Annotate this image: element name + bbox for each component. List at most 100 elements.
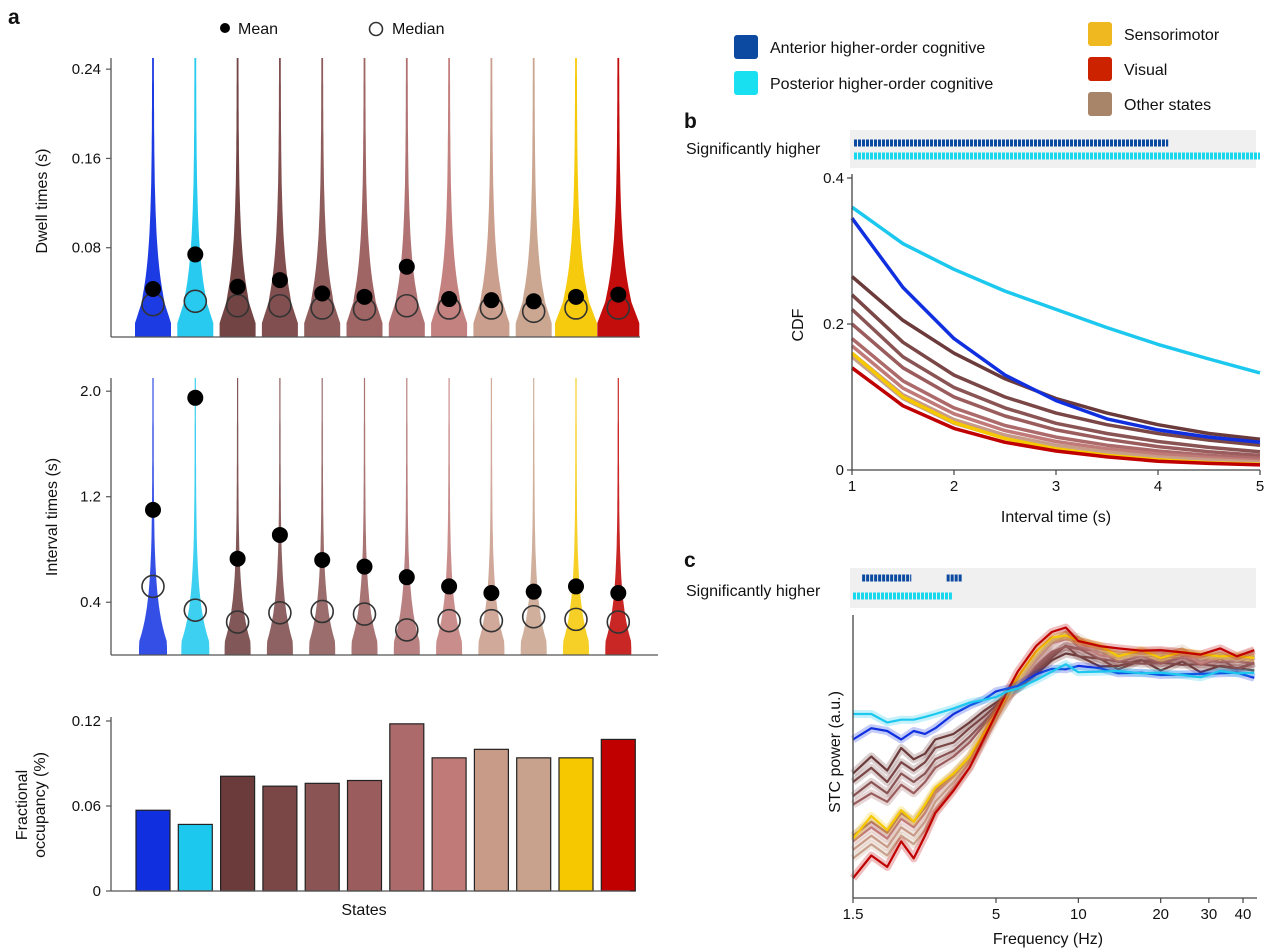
legend-label-visual: Visual <box>1124 62 1167 79</box>
cdf-panel: Significantly higher 0 0.2 0.4 1 2 3 4 5 CDF In… <box>686 130 1264 526</box>
fo-bar <box>135 809 171 892</box>
state-group-legend: Anterior higher-order cognitive Posterio… <box>734 22 1220 116</box>
cdf-xtick-label: 5 <box>1256 478 1264 495</box>
cdf-xtick-label: 4 <box>1154 478 1162 495</box>
dwell-violin <box>177 58 214 337</box>
interval-median-marker <box>183 598 208 622</box>
stc-significance-bars <box>853 574 962 600</box>
interval-violins <box>139 378 632 655</box>
dwell-violin <box>304 58 341 337</box>
interval-violin <box>309 378 336 655</box>
interval-violin <box>224 378 251 655</box>
fo-y-axis: 0 0.06 0.12 <box>72 713 630 900</box>
interval-violin <box>393 378 420 655</box>
interval-y-axis: 0.4 1.2 2.0 <box>80 378 658 656</box>
interval-median-marker <box>479 608 504 633</box>
interval-median-marker <box>394 618 419 642</box>
dwell-violin <box>431 58 468 337</box>
cdf-series-line <box>850 205 1261 375</box>
legend-mean-label: Mean <box>238 21 278 38</box>
dwell-violin <box>473 58 510 337</box>
stc-series-line <box>853 663 1255 724</box>
interval-violin <box>478 378 505 655</box>
cdf-xtick-label: 1 <box>848 478 856 495</box>
fo-bar <box>431 757 467 892</box>
interval-mean-marker <box>229 550 246 567</box>
dwell-mean-marker <box>398 258 415 275</box>
dwell-violin <box>388 58 425 337</box>
stc-axes: 1.5 5 10 20 30 40 <box>843 615 1257 923</box>
panel-b-letter: b <box>684 110 697 133</box>
dwell-mean-marker <box>314 285 331 302</box>
dwell-mean-marker <box>187 246 204 263</box>
interval-median-marker <box>564 607 588 632</box>
dwell-mean-marker <box>271 272 288 289</box>
dwell-mean-marker <box>145 281 161 298</box>
interval-median-marker <box>141 574 165 599</box>
mean-marker-icon <box>220 23 230 33</box>
cdf-significance-band <box>850 130 1256 168</box>
cdf-axes: 0 0.2 0.4 1 2 3 4 5 <box>823 170 1264 495</box>
cdf-series-line <box>850 308 1261 454</box>
stc-xtick-label: 40 <box>1235 906 1252 923</box>
fractional-occupancy-panel: Fractional occupancy (%) 0 0.06 0.12 State… <box>14 713 636 919</box>
stc-xtick-label: 10 <box>1070 906 1087 923</box>
interval-median-marker <box>225 610 250 634</box>
fo-ytick-label: 0.12 <box>72 713 101 730</box>
dwell-violin <box>135 58 171 337</box>
stc-xtick-label: 5 <box>992 906 1000 923</box>
cdf-lines <box>850 205 1261 467</box>
interval-violin <box>266 378 293 655</box>
interval-violin <box>181 378 210 655</box>
stc-xtick-label: 1.5 <box>843 906 864 923</box>
fo-bars <box>135 723 636 892</box>
cdf-ytick-label: 0.4 <box>823 170 844 187</box>
cdf-xtick-label: 2 <box>950 478 958 495</box>
dwell-median-marker <box>268 293 292 318</box>
fo-bar <box>389 723 425 892</box>
stc-ylabel: STC power (a.u.) <box>827 691 844 813</box>
interval-ytick-label: 2.0 <box>80 383 101 400</box>
interval-mean-marker <box>356 558 373 575</box>
cdf-series-line <box>850 337 1261 461</box>
interval-mean-marker <box>483 585 500 602</box>
cdf-ytick-label: 0 <box>836 462 844 479</box>
legend-swatch-visual <box>1088 57 1112 81</box>
cdf-series-line <box>850 217 1261 445</box>
interval-mean-marker <box>271 526 288 543</box>
legend-swatch-other <box>1088 92 1112 116</box>
panel-a-letter: a <box>8 6 20 29</box>
dwell-mean-marker <box>568 288 584 305</box>
cdf-series-line <box>850 366 1261 467</box>
dwell-ytick-label: 0.08 <box>72 240 101 257</box>
legend-median-label: Median <box>392 21 444 38</box>
dwell-median-marker <box>394 293 419 318</box>
mean-median-legend: Mean Median <box>220 21 444 38</box>
fo-ytick-label: 0.06 <box>72 798 101 815</box>
interval-mean-marker <box>525 583 542 600</box>
interval-median-marker <box>437 608 461 633</box>
dwell-y-axis: 0.08 0.16 0.24 <box>72 58 640 338</box>
legend-swatch-sensorimotor <box>1088 22 1112 46</box>
interval-violin <box>351 378 378 655</box>
fo-bar <box>600 738 636 892</box>
stc-power-panel: Significantly higher 1.5 5 10 20 30 40 STC po… <box>686 568 1257 948</box>
dwell-violin <box>219 58 256 337</box>
panel-c-letter: c <box>684 549 696 572</box>
median-marker-icon <box>368 21 384 37</box>
dwell-ytick-label: 0.24 <box>72 61 101 78</box>
dwell-times-panel: Dwell times (s) 0.08 0.16 0.24 <box>34 58 640 338</box>
cdf-significance-bars <box>854 139 1260 160</box>
cdf-series-line <box>850 275 1261 442</box>
dwell-violin <box>555 58 597 337</box>
dwell-mean-marker <box>610 286 627 303</box>
fo-ytick-label: 0 <box>93 883 101 900</box>
fo-ylabel-line-1: Fractional <box>14 770 31 840</box>
cdf-xtick-label: 3 <box>1052 478 1060 495</box>
cdf-ylabel: CDF <box>790 308 807 341</box>
interval-violin <box>520 378 547 655</box>
dwell-violins <box>135 58 640 337</box>
cdf-series-line <box>850 344 1261 463</box>
dwell-violin <box>597 58 640 337</box>
